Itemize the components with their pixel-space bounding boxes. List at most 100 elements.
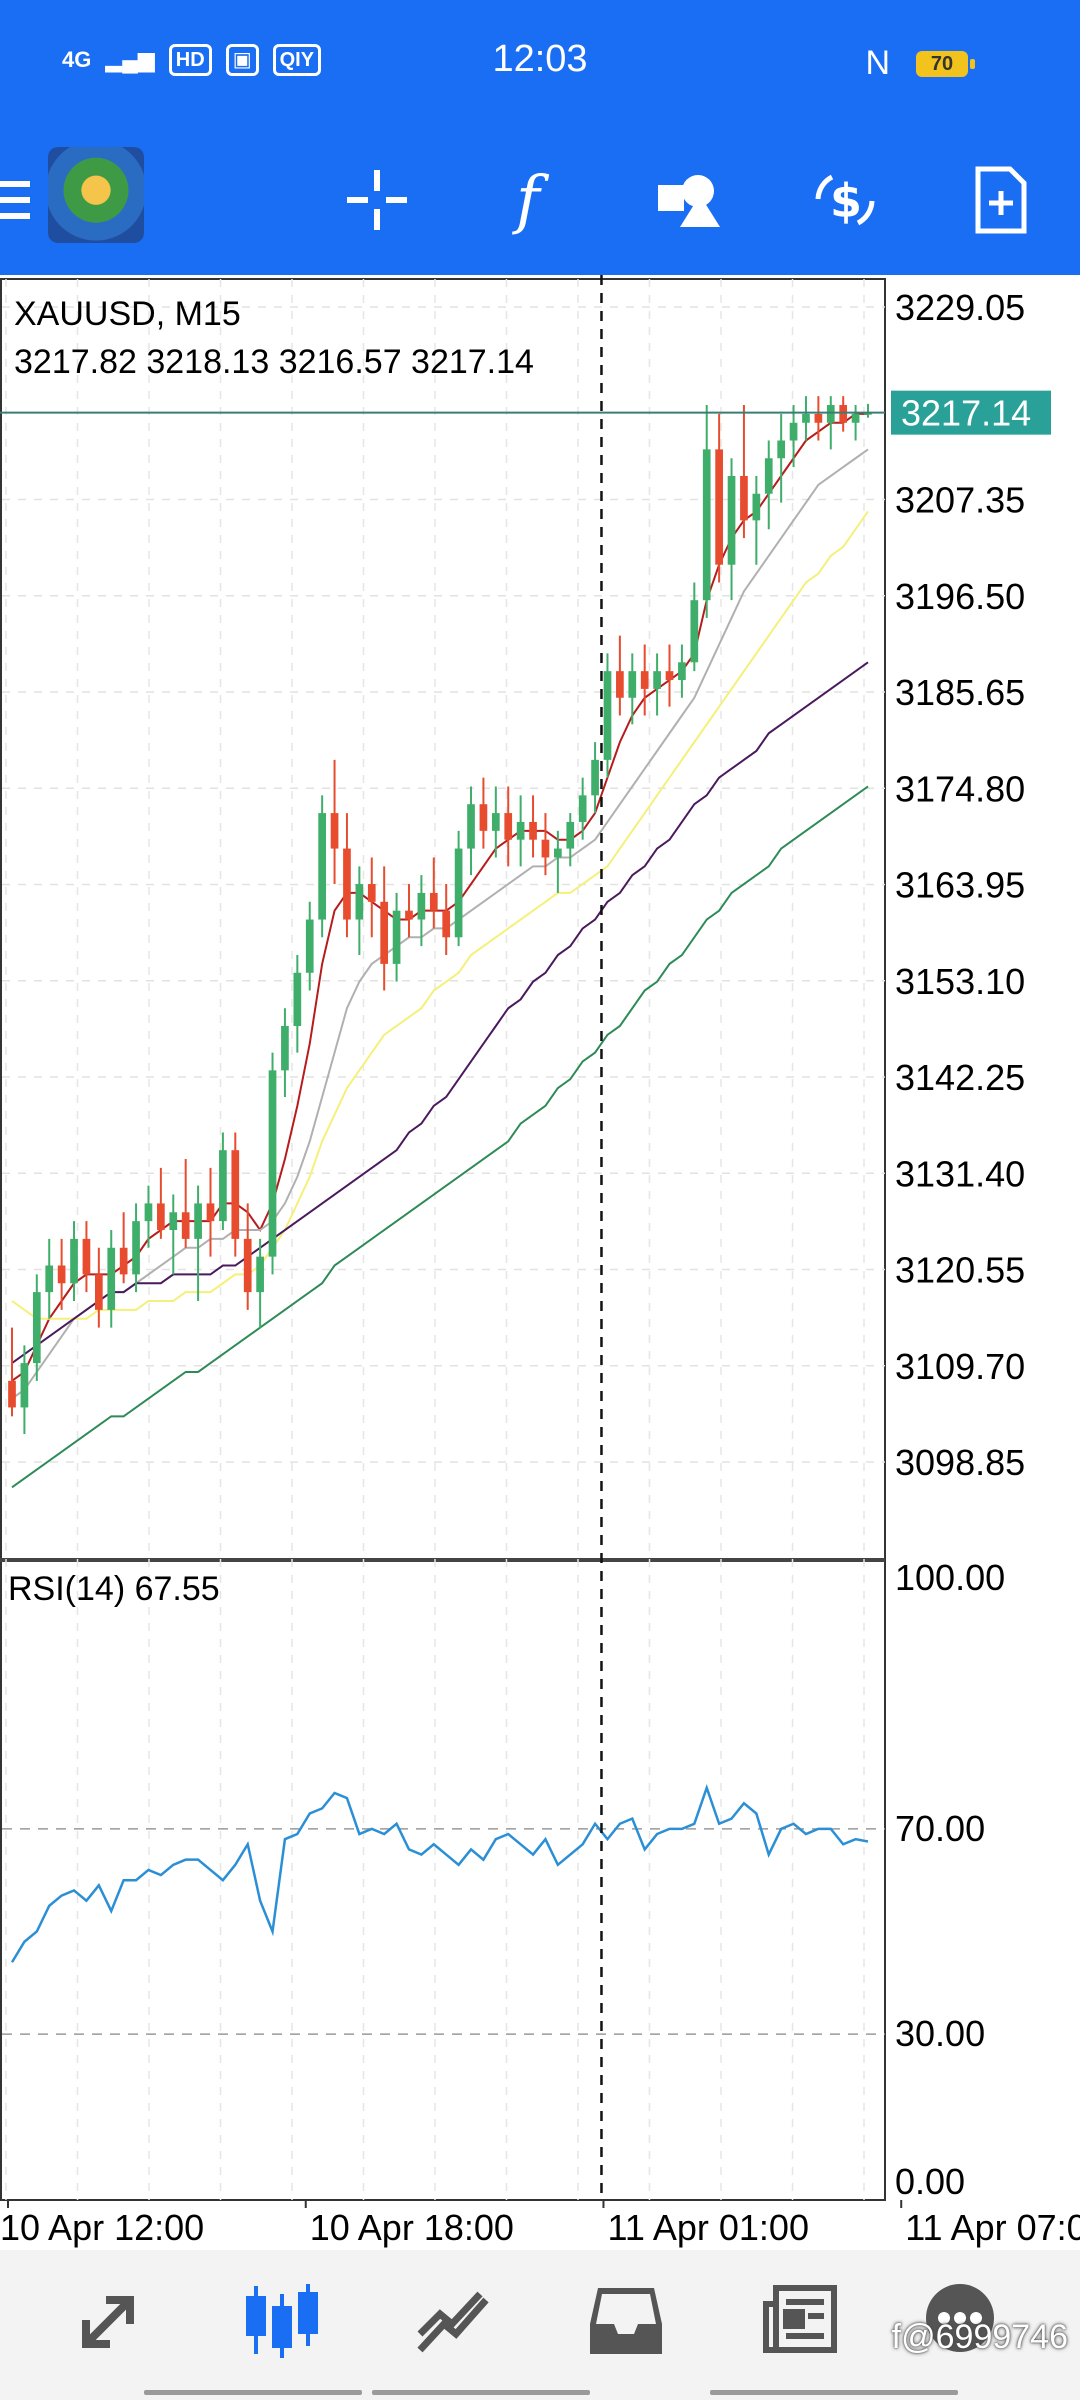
menu-icon[interactable] (0, 145, 40, 255)
candle-body (491, 813, 500, 831)
candle-body (206, 1203, 215, 1222)
new-order-icon[interactable] (946, 145, 1056, 255)
candle-body (194, 1203, 202, 1239)
status-right: N 70 (865, 44, 975, 83)
nfc-icon: N (865, 44, 890, 82)
y-tick-label: 3120.55 (895, 1250, 1025, 1291)
candle-body (442, 910, 451, 938)
signal-icon: ▂▄▆ (105, 47, 155, 72)
chat-icon[interactable] (900, 2270, 1020, 2370)
candle-body (529, 821, 537, 840)
y-tick-label: 3098.85 (895, 1442, 1025, 1483)
candle-body (57, 1265, 66, 1284)
candle-body (789, 422, 798, 441)
candle-body (640, 671, 649, 689)
candle-body (516, 821, 525, 840)
svg-text:$: $ (830, 174, 862, 228)
candle-body (554, 848, 562, 858)
x-tick-label: 11 Apr 01:00 (607, 2207, 809, 2248)
candle-body (157, 1203, 165, 1231)
candle-body (454, 848, 463, 938)
y-tick-label: 3196.50 (895, 576, 1025, 617)
candle-body (281, 1025, 289, 1071)
candle-body (107, 1247, 116, 1310)
candle-body (45, 1265, 54, 1293)
candle-body (219, 1150, 227, 1222)
crosshair-icon[interactable] (322, 145, 432, 255)
rsi-line (10, 1784, 869, 1963)
history-icon[interactable] (566, 2270, 686, 2370)
objects-icon[interactable] (634, 145, 744, 255)
nav-underline (372, 2390, 590, 2395)
nav-underline (144, 2390, 362, 2395)
candle-body (70, 1238, 78, 1284)
candle-body (405, 910, 413, 920)
x-tick-label: 10 Apr 12:00 (0, 2207, 204, 2248)
candle-body (367, 884, 376, 902)
moving-average-line (11, 448, 869, 1400)
svg-text:f: f (512, 165, 550, 235)
y-tick-label: 3142.25 (895, 1057, 1025, 1098)
watermark: f@6999746 (891, 2318, 1068, 2356)
candle-body (777, 440, 786, 459)
status-left: 4G ▂▄▆ HD ▣ QIY (62, 44, 322, 76)
moving-average-line (11, 785, 869, 1489)
candle-body (293, 972, 302, 1026)
candle-body (231, 1150, 240, 1239)
candle-body (243, 1238, 252, 1293)
current-price-tag (891, 390, 1051, 435)
price-chart[interactable]: 3229.05 3207.35 3196.50 3185.65 3174.80 3163.… (0, 275, 1080, 2250)
candle-body (727, 475, 736, 565)
symbol-timeframe: XAUUSD, M15 (14, 295, 241, 333)
candle-body (814, 413, 823, 423)
candle-body (82, 1238, 91, 1275)
candle-body (132, 1221, 140, 1275)
x-tick-label: 11 Apr 07:00 (905, 2207, 1080, 2248)
candle-body (702, 449, 711, 601)
candle-body (578, 795, 587, 822)
candle-body (32, 1292, 41, 1364)
rsi-tick-label: 30.00 (895, 2013, 985, 2054)
candle-body (119, 1247, 128, 1275)
qiy-badge: QIY (272, 44, 322, 76)
metatrader-logo[interactable] (48, 147, 144, 243)
y-tick-label: 3131.40 (895, 1153, 1025, 1194)
candle-body (678, 662, 686, 681)
candle-body (690, 600, 699, 663)
moving-average-line (11, 412, 868, 1382)
candle-body (20, 1363, 29, 1408)
chart-icon[interactable] (222, 2270, 342, 2370)
candle-body (94, 1274, 103, 1310)
symbols-icon[interactable]: $ (790, 145, 900, 255)
y-tick-label: 3207.35 (895, 480, 1025, 521)
candle-body (851, 413, 860, 423)
candle-body (603, 671, 612, 760)
y-tick-label: 3174.80 (895, 768, 1025, 809)
candle-body (144, 1203, 153, 1222)
quotes-icon[interactable] (50, 2270, 170, 2370)
candle-body (392, 910, 401, 964)
indicators-icon[interactable]: f (478, 145, 588, 255)
candle-body (839, 405, 848, 423)
trade-icon[interactable] (394, 2270, 514, 2370)
status-time: 12:03 (492, 38, 588, 80)
ohlc-values: 3217.82 3218.13 3216.57 3217.14 (14, 343, 534, 381)
y-tick-label: 3109.70 (895, 1346, 1025, 1387)
candle-body (740, 475, 748, 521)
rsi-label: RSI(14) 67.55 (8, 1570, 220, 1609)
moving-average-line (11, 510, 869, 1320)
news-icon[interactable] (740, 2270, 860, 2370)
y-tick-label: 3229.05 (895, 287, 1025, 328)
rsi-tick-label: 100.00 (895, 1557, 1005, 1598)
candle-body (616, 671, 624, 698)
rsi-name: RSI(14) (8, 1570, 126, 1608)
moving-average-line (11, 661, 869, 1364)
candle-body (541, 839, 550, 858)
chart-area[interactable]: 3229.05 3207.35 3196.50 3185.65 3174.80 3163.… (0, 275, 1080, 2250)
bottom-navigation: f@6999746 (0, 2250, 1080, 2400)
candle-body (380, 901, 389, 964)
candle-body (355, 884, 364, 920)
x-tick-label: 10 Apr 18:00 (310, 2207, 514, 2248)
candle-body (169, 1212, 178, 1231)
candle-body (591, 759, 599, 796)
